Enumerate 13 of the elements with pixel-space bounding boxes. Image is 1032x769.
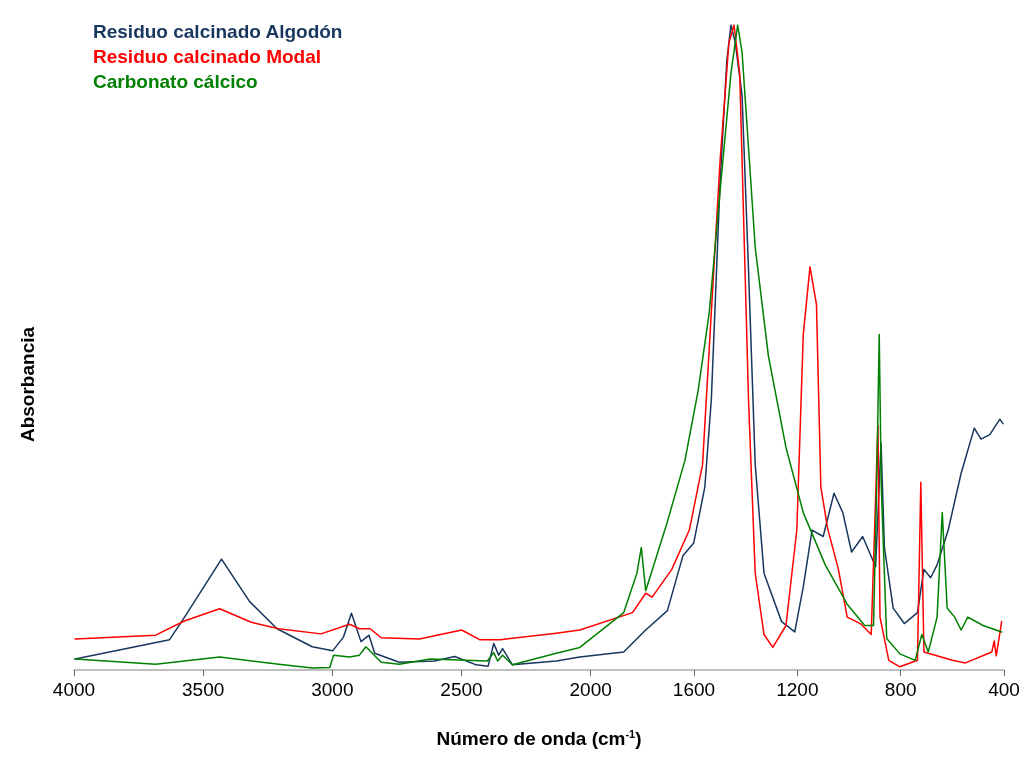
y-axis-title: Absorbancia xyxy=(17,326,38,443)
x-tick-label: 400 xyxy=(988,679,1020,700)
x-tick-label: 800 xyxy=(884,679,917,700)
x-tick-label: 4000 xyxy=(52,679,96,700)
x-tick-label: 3500 xyxy=(182,679,225,700)
text: Residuo calcinado Modal xyxy=(93,46,322,67)
x-tick-label: 1600 xyxy=(672,679,716,700)
x-tick-label: 2000 xyxy=(569,679,612,700)
text: Carbonato cálcico xyxy=(93,71,258,92)
x-tick-label: 2500 xyxy=(440,679,483,700)
x-tick-label: 3000 xyxy=(311,679,354,700)
x-tick-label: 1200 xyxy=(776,679,819,700)
text: Residuo calcinado Algodón xyxy=(93,21,343,42)
